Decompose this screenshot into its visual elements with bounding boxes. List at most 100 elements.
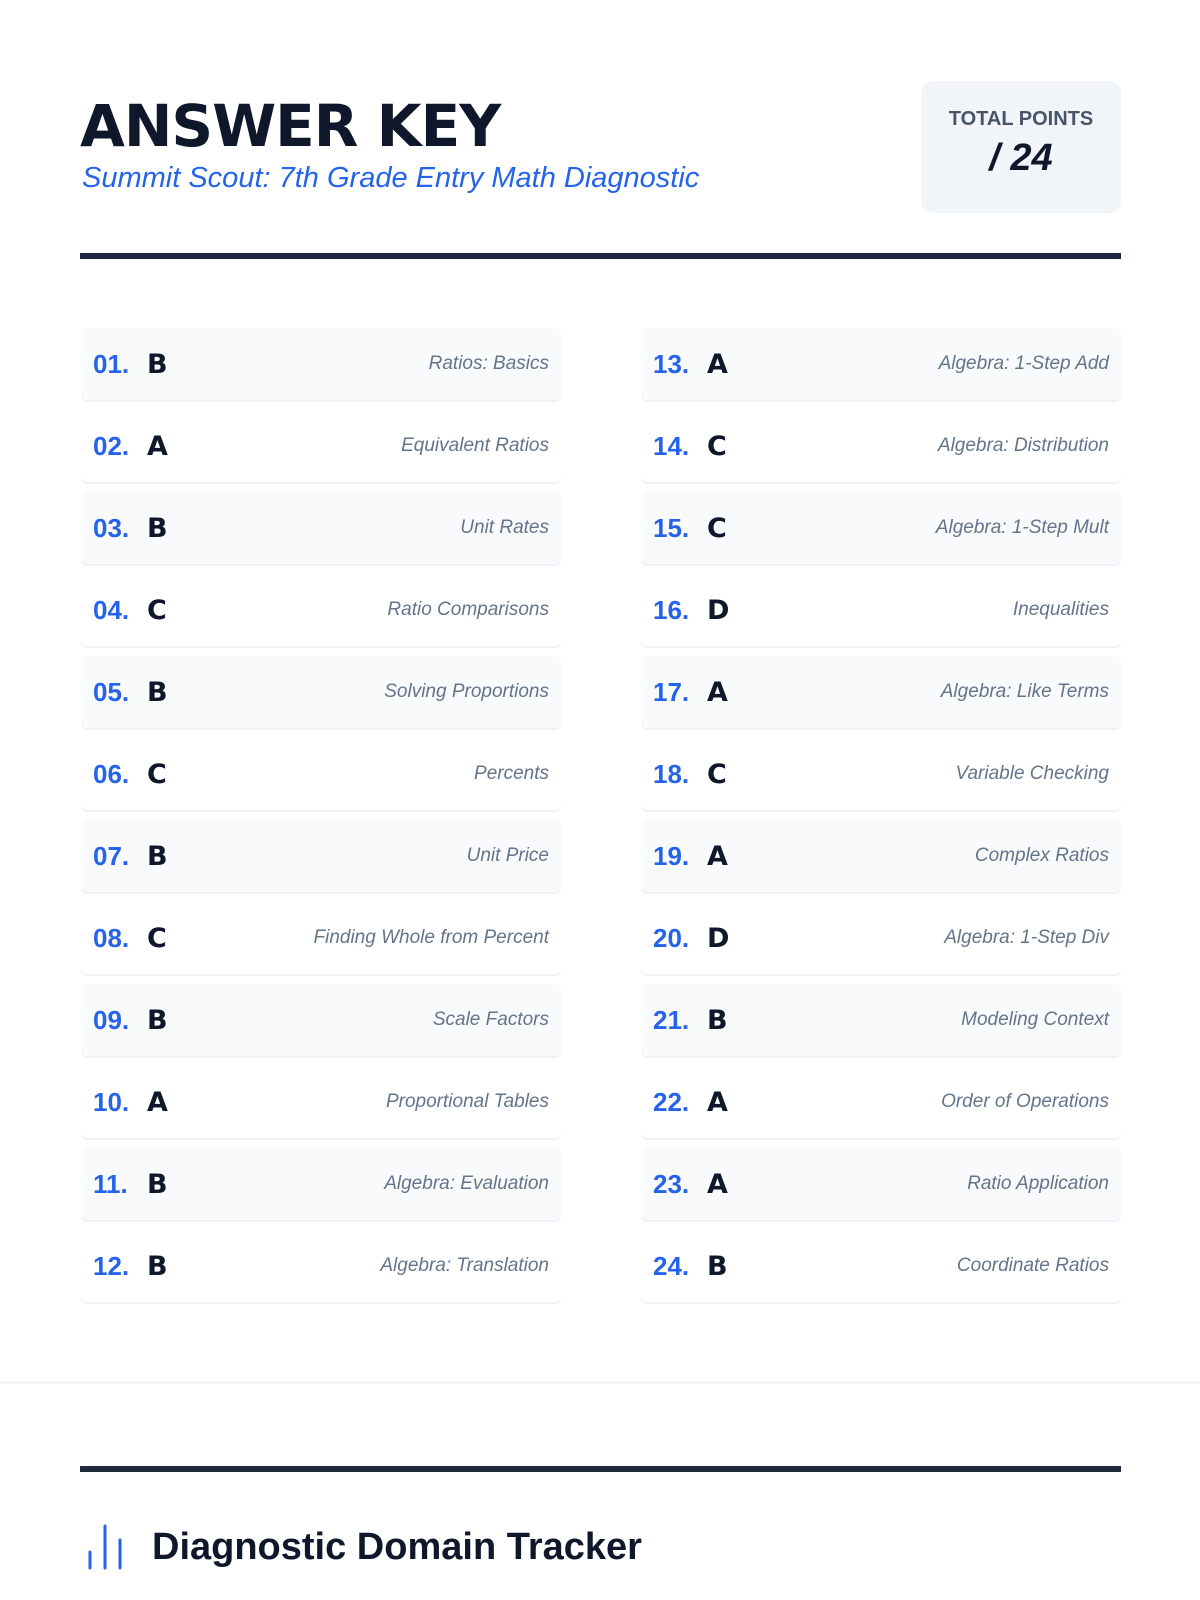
question-number: 08. [93,922,130,953]
answer-letter: B [147,676,168,708]
answer-letter: A [707,1168,728,1200]
question-topic: Inequalities [1012,599,1109,620]
total-points-label: TOTAL POINTS [948,108,1094,130]
answer-letter: D [707,594,730,626]
question-number: 10. [93,1086,130,1117]
answer-letter: C [707,758,727,790]
question-topic: Ratio Comparisons [387,599,549,620]
answer-letter: B [147,840,168,872]
answer-key-page: ANSWER KEY Summit Scout: 7th Grade Entry… [80,81,1121,1312]
question-number: 13. [653,348,690,379]
question-number: 20. [653,922,690,953]
question-topic: Unit Price [466,845,549,866]
answer-letter: A [147,430,168,462]
answer-row: 15. C Algebra: 1-Step Mult [641,492,1121,564]
question-number: 11. [93,1168,128,1199]
answer-letter: B [147,348,168,380]
question-topic: Unit Rates [460,517,549,538]
question-number: 17. [653,676,690,707]
question-topic: Algebra: Distribution [937,435,1109,456]
question-topic: Coordinate Ratios [956,1255,1109,1276]
question-number: 15. [653,512,690,543]
answer-letter: B [707,1250,728,1282]
question-topic: Ratio Application [967,1173,1109,1194]
answer-letter: A [147,1086,168,1118]
answers-column-left: 01. B Ratios: Basics 02. A Equivalent Ratios 0… [81,328,561,1312]
question-topic: Equivalent Ratios [401,435,549,456]
answer-row: 19. A Complex Ratios [641,820,1121,892]
question-topic: Order of Operations [941,1091,1109,1112]
answer-row: 23. A Ratio Application [641,1148,1121,1220]
question-number: 06. [93,758,130,789]
page-title: ANSWER KEY [80,92,501,160]
question-number: 01. [93,348,130,379]
question-topic: Scale Factors [432,1009,549,1030]
answer-letter: A [707,676,728,708]
answer-row: 06. C Percents [81,738,561,810]
question-number: 07. [93,840,130,871]
page-separator [0,1381,1200,1384]
question-topic: Algebra: Translation [380,1255,549,1276]
answer-letter: A [707,348,728,380]
question-number: 03. [93,512,130,543]
question-topic: Algebra: Evaluation [384,1173,549,1194]
answer-letter: C [147,922,167,954]
question-topic: Algebra: 1-Step Mult [935,517,1109,538]
question-number: 24. [653,1250,690,1281]
answer-row: 24. B Coordinate Ratios [641,1230,1121,1302]
answer-row: 08. C Finding Whole from Percent [81,902,561,974]
answer-row: 17. A Algebra: Like Terms [641,656,1121,728]
question-number: 19. [653,840,690,871]
answer-row: 20. D Algebra: 1-Step Div [641,902,1121,974]
answer-row: 21. B Modeling Context [641,984,1121,1056]
question-topic: Ratios: Basics [428,353,549,374]
header-divider [80,253,1121,259]
question-number: 16. [653,594,690,625]
question-topic: Complex Ratios [974,845,1109,866]
question-number: 18. [653,758,690,789]
answer-letter: B [147,1168,168,1200]
answer-row: 22. A Order of Operations [641,1066,1121,1138]
answer-row: 11. B Algebra: Evaluation [81,1148,561,1220]
answer-letter: B [147,512,168,544]
answer-row: 09. B Scale Factors [81,984,561,1056]
question-number: 09. [93,1004,130,1035]
question-topic: Variable Checking [955,763,1110,784]
tracker-header: Diagnostic Domain Tracker [86,1524,642,1570]
answer-letter: B [147,1004,168,1036]
answer-row: 01. B Ratios: Basics [81,328,561,400]
question-number: 21. [653,1004,690,1035]
question-number: 04. [93,594,130,625]
total-points-box: TOTAL POINTS / 24 [921,81,1121,213]
answer-letter: B [147,1250,168,1282]
question-topic: Finding Whole from Percent [313,927,550,948]
question-topic: Modeling Context [961,1009,1109,1030]
question-number: 14. [653,430,690,461]
answer-row: 12. B Algebra: Translation [81,1230,561,1302]
answer-letter: A [707,840,728,872]
question-topic: Algebra: 1-Step Div [944,927,1109,948]
question-topic: Algebra: Like Terms [940,681,1109,702]
answer-letter: C [707,430,727,462]
question-number: 05. [93,676,130,707]
answer-row: 10. A Proportional Tables [81,1066,561,1138]
bar-chart-icon [88,1524,122,1570]
question-number: 02. [93,430,130,461]
answer-row: 05. B Solving Proportions [81,656,561,728]
answer-letter: C [147,594,167,626]
answer-letter: A [707,1086,728,1118]
answer-letter: C [707,512,727,544]
question-topic: Proportional Tables [385,1091,549,1112]
answers-column-right: 13. A Algebra: 1-Step Add 14. C Algebra: Dist… [641,328,1121,1312]
answer-row: 03. B Unit Rates [81,492,561,564]
answer-letter: C [147,758,167,790]
question-number: 22. [653,1086,690,1117]
tracker-title: Diagnostic Domain Tracker [152,1525,642,1568]
question-topic: Solving Proportions [384,681,549,702]
answer-row: 14. C Algebra: Distribution [641,410,1121,482]
answer-row: 04. C Ratio Comparisons [81,574,561,646]
answer-row: 02. A Equivalent Ratios [81,410,561,482]
answer-letter: B [707,1004,728,1036]
question-number: 12. [93,1250,130,1281]
question-topic: Percents [474,763,549,784]
